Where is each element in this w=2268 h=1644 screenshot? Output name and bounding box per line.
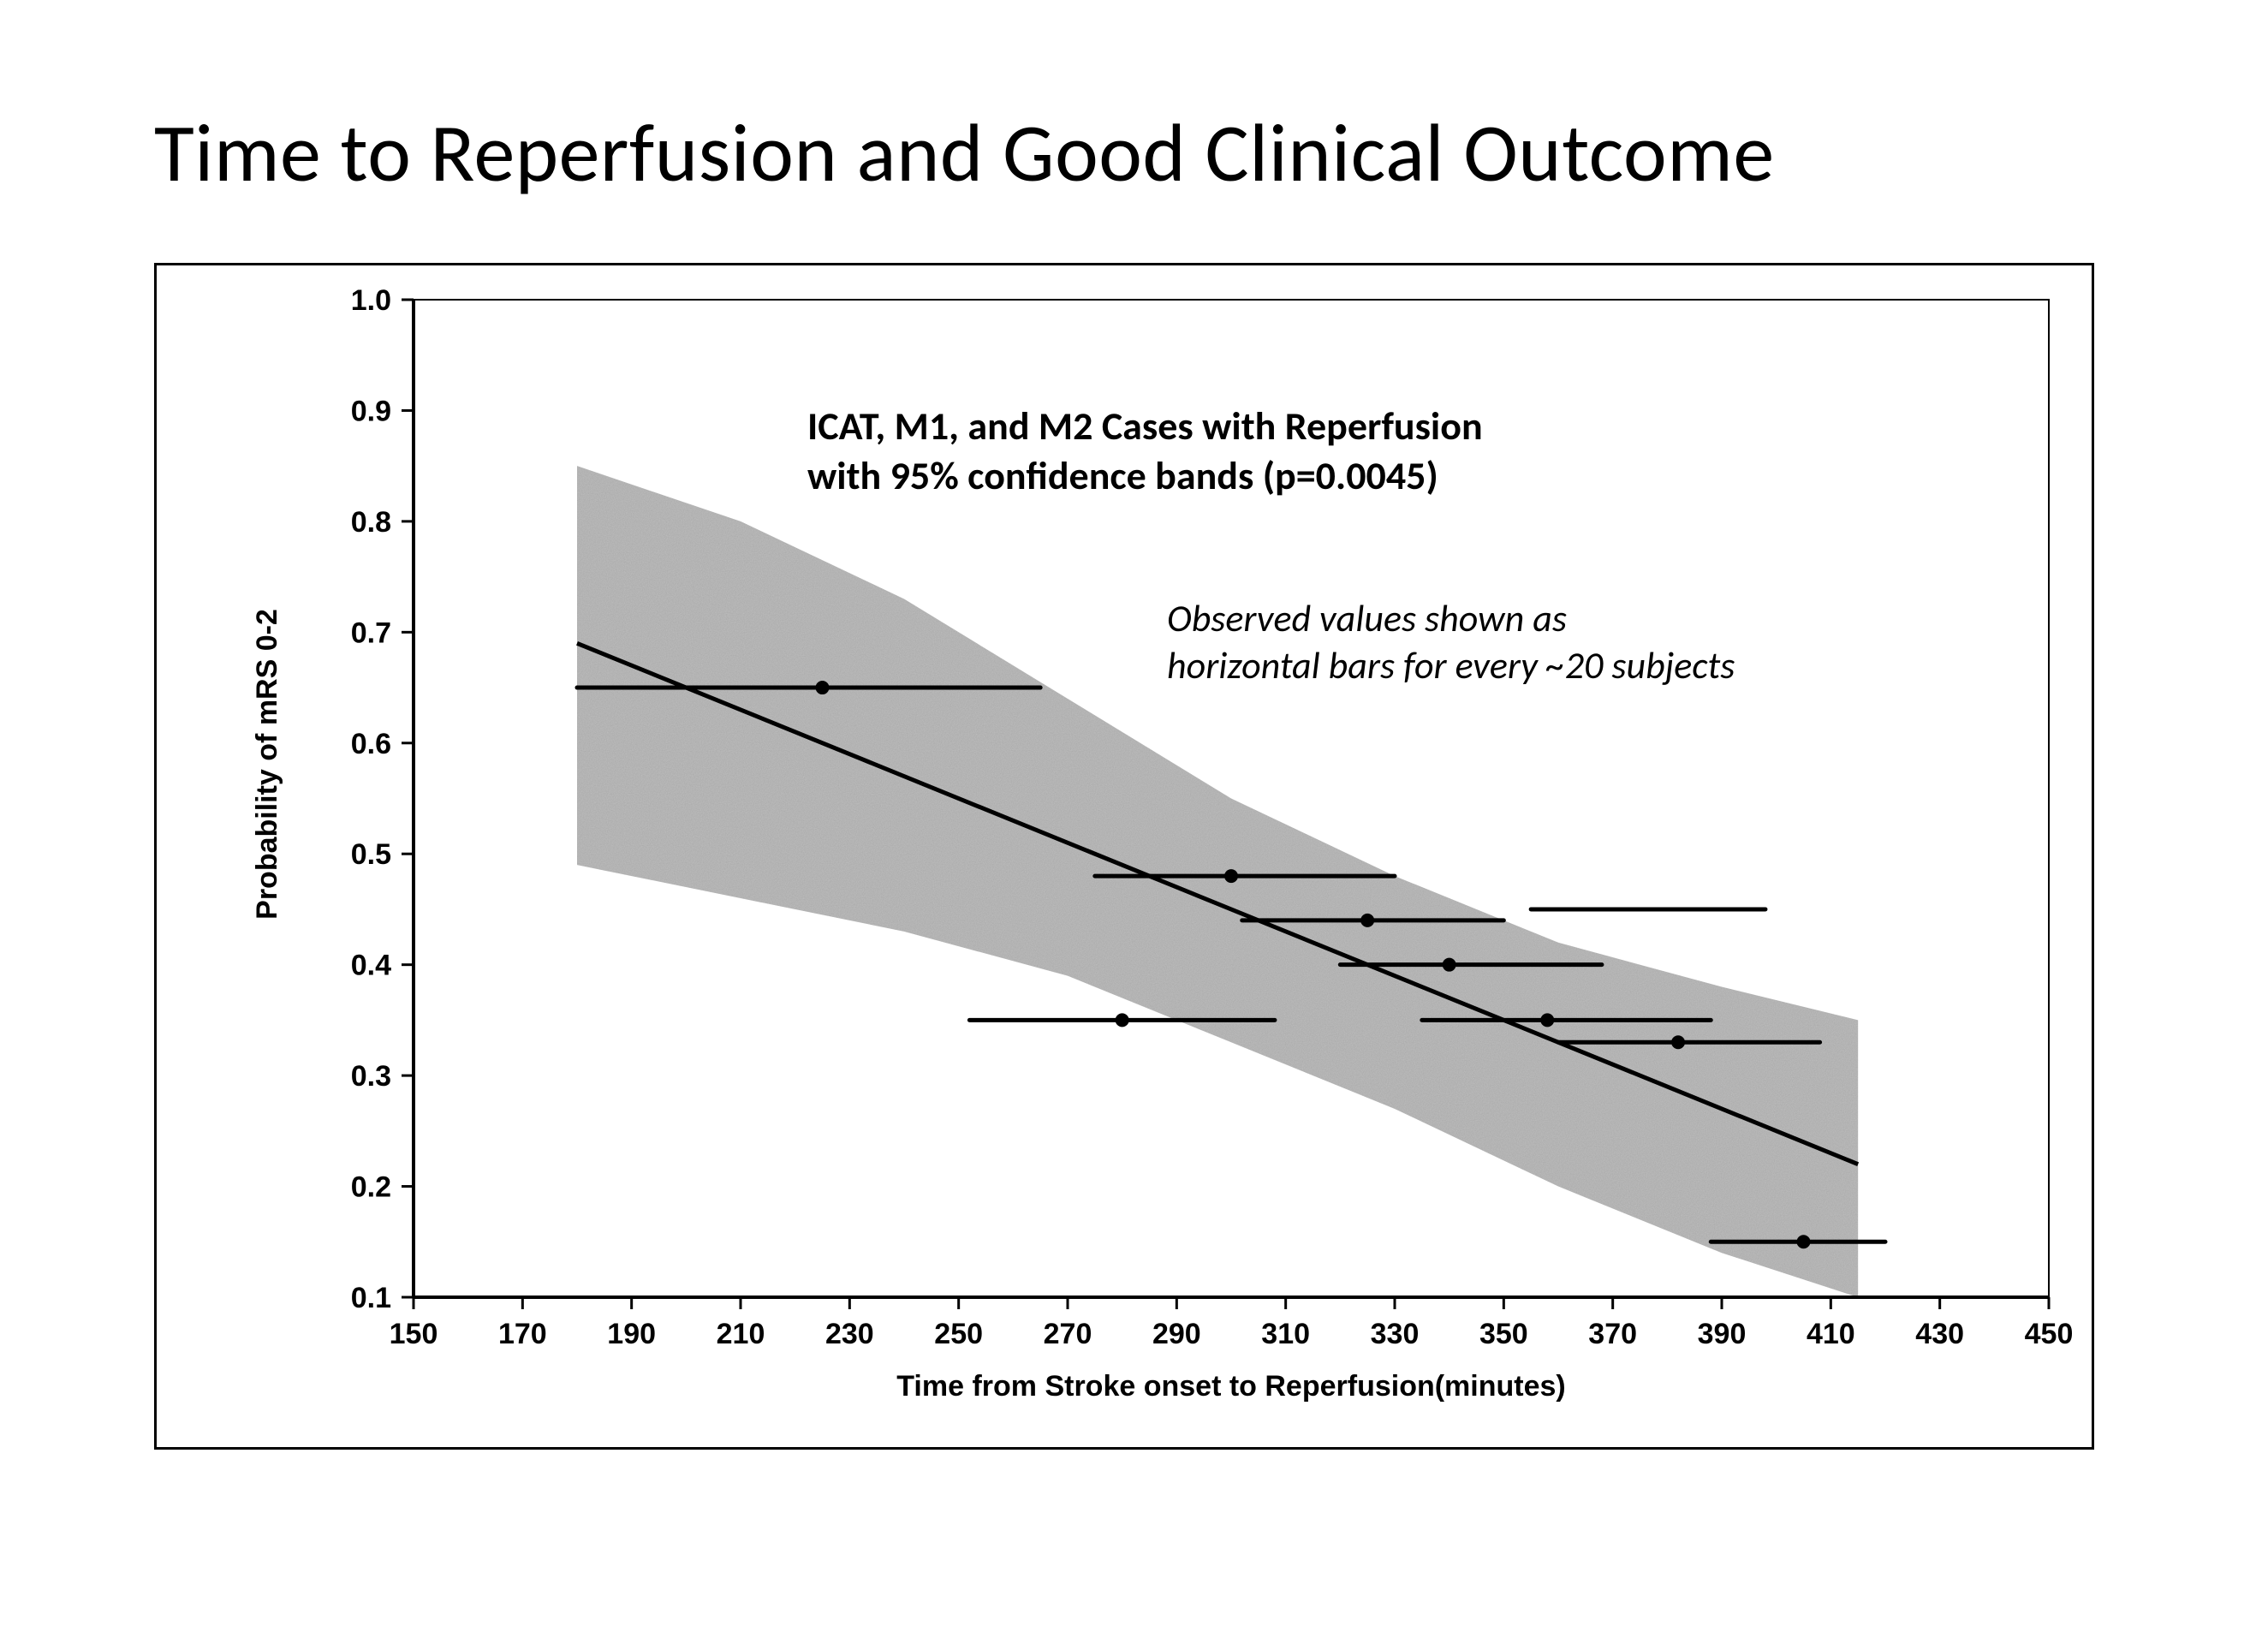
annot1-line2: with 95% confidence bands (p=0.0045) — [807, 452, 1438, 500]
svg-text:270: 270 — [1044, 1318, 1092, 1350]
svg-text:370: 370 — [1588, 1318, 1637, 1350]
slide: Time to Reperfusion and Good Clinical Ou… — [0, 0, 2268, 1644]
svg-text:0.5: 0.5 — [351, 838, 391, 871]
svg-text:250: 250 — [934, 1318, 983, 1350]
svg-text:Probability of mRS 0-2: Probability of mRS 0-2 — [251, 609, 283, 920]
chart-container: 0.1 0.2 0.3 0.4 0.5 0.6 0.7 0.8 0.9 1.0 150 170 190 2… — [154, 263, 2094, 1450]
slide-title: Time to Reperfusion and Good Clinical Ou… — [154, 103, 2114, 203]
svg-text:410: 410 — [1807, 1318, 1855, 1350]
svg-text:0.6: 0.6 — [351, 728, 391, 760]
annot2-line1: Observed values shown as — [1167, 595, 1567, 641]
svg-text:390: 390 — [1698, 1318, 1747, 1350]
annot1-line1: ICAT, M1, and M2 Cases with Reperfusion — [807, 402, 1483, 450]
svg-text:330: 330 — [1371, 1318, 1420, 1350]
svg-text:310: 310 — [1261, 1318, 1310, 1350]
svg-text:0.7: 0.7 — [351, 616, 391, 649]
svg-text:0.1: 0.1 — [351, 1282, 391, 1314]
svg-text:450: 450 — [2025, 1318, 2074, 1350]
annot2-line2: horizontal bars for every ~20 subjects — [1167, 642, 1735, 688]
svg-text:350: 350 — [1479, 1318, 1528, 1350]
svg-text:1.0: 1.0 — [351, 284, 391, 317]
svg-text:430: 430 — [1915, 1318, 1964, 1350]
svg-text:0.8: 0.8 — [351, 506, 391, 539]
svg-text:190: 190 — [607, 1318, 656, 1350]
svg-text:150: 150 — [390, 1318, 438, 1350]
svg-text:170: 170 — [498, 1318, 547, 1350]
svg-text:0.2: 0.2 — [351, 1171, 391, 1204]
chart-main-annotation: ICAT, M1, and M2 Cases with Reperfusion … — [807, 402, 1483, 501]
chart-sub-annotation: Observed values shown as horizontal bars… — [1167, 595, 1735, 689]
svg-text:0.3: 0.3 — [351, 1060, 391, 1093]
svg-text:230: 230 — [825, 1318, 874, 1350]
svg-text:290: 290 — [1152, 1318, 1201, 1350]
svg-text:0.4: 0.4 — [351, 950, 391, 982]
svg-text:Time from Stroke onset to Repe: Time from Stroke onset to Reperfusion(mi… — [896, 1370, 1565, 1403]
svg-text:210: 210 — [717, 1318, 765, 1350]
svg-text:0.9: 0.9 — [351, 395, 391, 427]
